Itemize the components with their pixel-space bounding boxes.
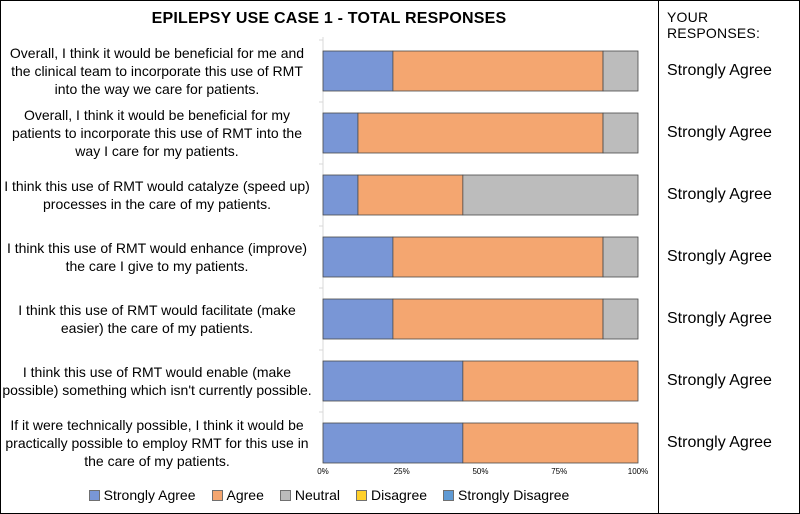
question-label: If it were technically possible, I think…	[5, 417, 309, 469]
bar-segment-neutral-3	[462, 174, 639, 216]
bar-segment-neutral-5	[602, 298, 639, 340]
bar-segment-agree-4	[392, 236, 604, 278]
x-tick-label: 75%	[551, 467, 567, 476]
legend-item: Strongly Agree	[88, 487, 196, 503]
legend-item: Strongly Disagree	[443, 487, 569, 503]
bar-segment-strongly-agree-5	[322, 298, 394, 340]
bar-segment-strongly-agree-7	[322, 422, 464, 464]
legend-swatch	[211, 489, 223, 501]
chart-title: EPILEPSY USE CASE 1 - TOTAL RESPONSES	[151, 10, 507, 27]
legend-item: Neutral	[279, 487, 341, 503]
question-label: I think this use of RMT would facilitate…	[18, 302, 296, 336]
legend-swatch	[279, 489, 291, 501]
stacked-bar-chart: 0% 25% 50% 75% 100%	[317, 37, 648, 476]
response-value: Strongly Agree	[667, 124, 772, 141]
bar-segment-strongly-agree-2	[322, 112, 359, 154]
bar-segment-neutral-2	[602, 112, 639, 154]
response-value: Strongly Agree	[667, 186, 772, 203]
bar-segment-neutral-1	[602, 50, 639, 92]
bar-segment-neutral-4	[602, 236, 639, 278]
response-value: Strongly Agree	[667, 62, 772, 79]
bar-segment-agree-2	[357, 112, 604, 154]
legend-swatch	[356, 489, 368, 501]
legend-label: Neutral	[294, 487, 341, 503]
legend-label: Agree	[226, 487, 264, 503]
x-tick-label: 25%	[394, 467, 410, 476]
bar-segment-agree-6	[462, 360, 639, 402]
bar-segment-strongly-agree-6	[322, 360, 464, 402]
question-label: Overall, I think it would be beneficial …	[9, 45, 305, 97]
bar-segment-agree-3	[357, 174, 464, 216]
response-value: Strongly Agree	[667, 372, 772, 389]
legend-item: Agree	[211, 487, 264, 503]
bar-segment-strongly-agree-4	[322, 236, 394, 278]
panel-divider	[658, 0, 659, 514]
question-label: I think this use of RMT would catalyze (…	[4, 178, 310, 212]
response-value: Strongly Agree	[667, 248, 772, 265]
response-value: Strongly Agree	[667, 310, 772, 327]
legend-label: Strongly Agree	[103, 487, 196, 503]
legend-item: Disagree	[356, 487, 427, 503]
bar-segment-agree-7	[462, 422, 639, 464]
question-label: I think this use of RMT would enhance (i…	[6, 240, 308, 274]
bar-segment-strongly-agree-1	[322, 50, 394, 92]
legend-label: Strongly Disagree	[458, 487, 570, 503]
question-label: Overall, I think it would be beneficial …	[11, 107, 302, 159]
x-tick-label: 100%	[628, 467, 648, 476]
bar-segment-agree-1	[392, 50, 604, 92]
legend-swatch	[443, 489, 455, 501]
question-label: I think this use of RMT would enable (ma…	[2, 364, 312, 398]
bar-segment-agree-5	[392, 298, 604, 340]
x-tick-label: 0%	[317, 467, 329, 476]
x-tick-label: 50%	[472, 467, 488, 476]
bar-segment-strongly-agree-3	[322, 174, 359, 216]
legend-swatch	[88, 489, 100, 501]
chart-legend: Strongly Agree Agree Neutral Disagree Strong…	[0, 487, 658, 503]
legend-label: Disagree	[371, 487, 428, 503]
response-value: Strongly Agree	[667, 434, 772, 451]
responses-panel-title: YOUR RESPONSES:	[667, 9, 761, 41]
